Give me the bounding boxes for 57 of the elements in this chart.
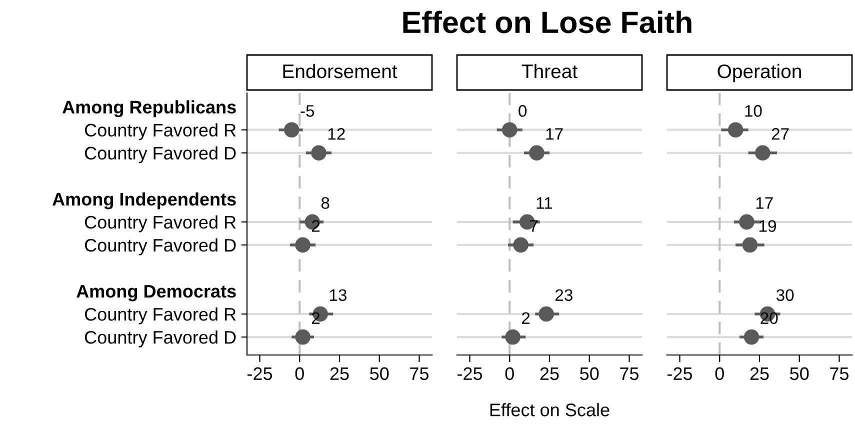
data-label: 2 bbox=[522, 312, 530, 324]
y-tick-label: Country Favored R bbox=[84, 307, 236, 324]
data-label: -5 bbox=[300, 105, 314, 117]
x-tick-label: 25 bbox=[750, 367, 769, 380]
y-tick-label: Among Independents bbox=[52, 192, 236, 210]
point bbox=[529, 145, 544, 160]
point bbox=[742, 237, 758, 253]
x-tick-label: 50 bbox=[790, 367, 809, 380]
y-tick-label: Country Favored D bbox=[84, 238, 236, 256]
x-tick-label: 0 bbox=[505, 367, 514, 380]
x-tick-label: 50 bbox=[370, 367, 389, 380]
x-tick-label: -25 bbox=[248, 367, 272, 380]
data-label: 13 bbox=[330, 289, 346, 302]
point bbox=[505, 329, 520, 345]
data-label: 17 bbox=[546, 128, 563, 140]
x-tick-label: 25 bbox=[540, 367, 559, 380]
x-tick-label: 75 bbox=[410, 367, 429, 380]
data-label: 12 bbox=[328, 128, 345, 140]
x-axis-title: Effect on Scale bbox=[490, 403, 610, 416]
text: Effect on Lose Faith bbox=[403, 10, 692, 34]
x-tick-label: 75 bbox=[620, 367, 639, 380]
y-tick-label: Country Favored R bbox=[84, 123, 236, 140]
point bbox=[739, 214, 754, 230]
point bbox=[295, 237, 310, 253]
point bbox=[728, 122, 744, 138]
chart-title: Endorsement bbox=[283, 64, 398, 78]
point bbox=[538, 306, 554, 322]
x-tick-label: -25 bbox=[458, 367, 482, 380]
x-tick-label: 0 bbox=[715, 367, 724, 380]
data-label: 23 bbox=[555, 289, 572, 302]
data-label: 30 bbox=[776, 289, 794, 302]
chart-title: Operation bbox=[718, 64, 801, 82]
point bbox=[295, 329, 310, 345]
y-tick-label: Among Democrats bbox=[76, 285, 236, 302]
data-label: 19 bbox=[760, 220, 776, 232]
point bbox=[311, 145, 326, 160]
data-label: 27 bbox=[772, 128, 789, 140]
chart-title: Threat bbox=[522, 64, 578, 78]
y-tick-label: Among Republicans bbox=[62, 100, 236, 118]
data-label: 10 bbox=[745, 105, 762, 117]
x-tick-label: -25 bbox=[668, 367, 692, 380]
x-tick-label: 25 bbox=[330, 367, 349, 380]
x-tick-label: 50 bbox=[580, 367, 599, 380]
x-tick-label: 0 bbox=[295, 367, 304, 380]
data-label: 17 bbox=[756, 197, 773, 209]
data-label: 0 bbox=[518, 105, 527, 117]
y-tick-label: Country Favored D bbox=[84, 146, 236, 164]
y-tick-label: Country Favored R bbox=[84, 215, 236, 232]
data-label: 8 bbox=[321, 197, 330, 209]
y-tick-label: Country Favored D bbox=[84, 330, 236, 348]
point bbox=[284, 122, 300, 138]
point bbox=[513, 237, 528, 253]
x-tick-label: 75 bbox=[830, 367, 849, 380]
point bbox=[755, 145, 770, 160]
point bbox=[502, 122, 518, 138]
data-label: 11 bbox=[536, 197, 552, 209]
point bbox=[744, 329, 760, 345]
